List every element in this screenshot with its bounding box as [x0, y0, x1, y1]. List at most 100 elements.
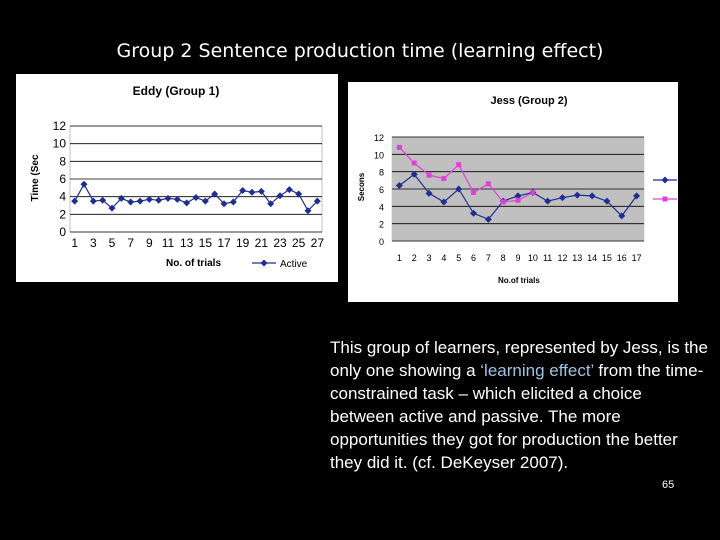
chart2-x-tick-label: 16: [617, 253, 627, 263]
chart2-data-point-passive: [515, 197, 521, 203]
chart1-x-tick-label: 15: [199, 236, 213, 250]
chart1-data-point-active: [248, 188, 256, 196]
chart2-data-point-passive: [471, 189, 477, 195]
chart2-legend-marker-active: [661, 176, 669, 184]
chart1-y-tick-label: 8: [59, 154, 66, 168]
chart1-data-point-active: [71, 197, 79, 205]
chart1-data-point-active: [220, 200, 228, 208]
chart1-y-tick-label: 12: [53, 119, 67, 133]
chart2-data-point-passive: [441, 176, 447, 182]
chart2-y-tick-label: 12: [374, 133, 384, 143]
chart1-data-point-active: [229, 198, 237, 206]
chart2-y-tick-label: 2: [379, 220, 384, 230]
chart1-data-point-active: [285, 186, 293, 194]
chart1-data-point-active: [239, 186, 247, 194]
chart1-data-point-active: [164, 194, 172, 202]
chart2-x-axis-label: No.of trials: [498, 276, 540, 285]
chart2-y-axis-label: Secons: [357, 172, 366, 201]
chart2-x-tick-label: 8: [501, 253, 506, 263]
chart-eddy: 0 2 4 6 8 10 12 1 3 5 7 9 11 13 15 17 19 21 23 25 27 Eddy (Gr…: [16, 74, 338, 282]
page-number: 65: [662, 479, 675, 491]
chart2-data-point-active: [455, 185, 463, 193]
chart2-x-tick-label: 7: [486, 253, 491, 263]
chart1-x-tick-label: 17: [217, 236, 231, 250]
chart1-data-point-active: [117, 194, 125, 202]
chart2-x-tick-label: 11: [543, 253, 552, 263]
chart2-data-point-active: [573, 191, 581, 199]
chart1-y-tick-label: 4: [59, 190, 66, 204]
chart2-y-tick-label: 10: [374, 150, 384, 160]
chart1-x-tick-label: 23: [273, 236, 287, 250]
chart1-x-tick-label: 7: [127, 236, 134, 250]
chart1-data-point-active: [267, 200, 275, 208]
slide-body-text: This group of learners, represented by J…: [330, 336, 710, 474]
slide-title: Group 2 Sentence production time (learni…: [116, 40, 604, 62]
chart1-data-point-active: [155, 196, 163, 204]
chart1-x-tick-label: 27: [311, 236, 325, 250]
chart2-data-point-active: [544, 197, 552, 205]
chart1-data-point-active: [99, 196, 107, 204]
chart1-x-tick-label: 9: [146, 236, 153, 250]
chart2-data-point-active: [410, 170, 418, 178]
chart2-x-tick-label: 2: [412, 253, 417, 263]
chart2-x-tick-label: 9: [515, 253, 520, 263]
chart2-data-point-active: [425, 189, 433, 197]
chart2-data-point-active: [558, 194, 566, 202]
chart1-data-point-active: [183, 199, 191, 207]
chart2-data-point-active: [588, 192, 596, 200]
chart2-data-point-active: [514, 192, 522, 200]
chart2-x-tick-label: 14: [587, 253, 597, 263]
body-text-part2: from the time-constrained task – which e…: [330, 361, 704, 472]
chart1-y-tick-label: 10: [53, 137, 67, 151]
chart1-data-point-active: [173, 195, 181, 203]
chart2-x-tick-label: 3: [427, 253, 432, 263]
chart1-legend-label-active: Active: [280, 259, 308, 270]
chart1-data-point-active: [313, 197, 321, 205]
chart2-x-tick-label: 4: [441, 253, 446, 263]
chart2-y-tick-label: 0: [379, 237, 384, 247]
chart2-x-tick-label: 6: [471, 253, 476, 263]
chart1-data-point-active: [136, 197, 144, 205]
chart1-y-tick-label: 0: [59, 225, 66, 239]
chart2-data-point-active: [470, 209, 478, 217]
chart1-x-tick-label: 1: [71, 236, 78, 250]
chart1-y-tick-label: 6: [59, 172, 66, 186]
chart-jess: 0 2 4 6 8 10 12 1 2 3 4 5 6 7 8 9 10 11 12 13 14 15 16 17 Jess (…: [348, 82, 678, 302]
chart2-x-tick-label: 17: [632, 253, 642, 263]
chart2-data-point-passive: [411, 160, 417, 166]
chart1-x-tick-label: 11: [162, 236, 175, 250]
chart2-data-point-passive: [396, 144, 402, 150]
chart1-y-tick-label: 2: [59, 207, 66, 221]
chart2-data-point-active: [633, 192, 641, 200]
chart1-x-tick-label: 13: [180, 236, 194, 250]
chart2-data-point-active: [484, 215, 492, 223]
chart2-y-tick-label: 4: [379, 202, 384, 212]
chart1-data-point-active: [89, 197, 97, 205]
chart1-x-tick-label: 5: [109, 236, 116, 250]
chart2-x-tick-label: 5: [456, 253, 461, 263]
chart1-x-tick-label: 21: [255, 236, 269, 250]
chart1-data-point-active: [211, 190, 219, 198]
chart1-legend-marker-active: [260, 259, 268, 267]
chart2-data-point-active: [395, 182, 403, 190]
chart1-data-point-active: [257, 187, 265, 195]
chart1-y-axis-label: Time (Sec: [30, 154, 41, 201]
chart2-data-point-passive: [456, 162, 462, 168]
chart2-title: Jess (Group 2): [490, 95, 567, 107]
chart1-data-point-active: [80, 180, 88, 188]
chart1-x-axis-label: No. of trials: [166, 258, 221, 269]
chart2-data-point-active: [440, 198, 448, 206]
chart2-y-tick-label: 6: [379, 185, 384, 195]
chart1-data-point-active: [145, 195, 153, 203]
chart1-data-point-active: [201, 197, 209, 205]
chart2-data-point-passive: [485, 181, 491, 187]
chart2-data-point-passive: [426, 172, 432, 178]
chart2-data-point-active: [603, 197, 611, 205]
chart1-x-tick-label: 25: [292, 236, 306, 250]
chart1-data-point-active: [192, 194, 200, 202]
chart1-data-point-active: [295, 190, 303, 198]
chart2-x-tick-label: 13: [572, 253, 582, 263]
chart1-data-point-active: [276, 192, 284, 200]
